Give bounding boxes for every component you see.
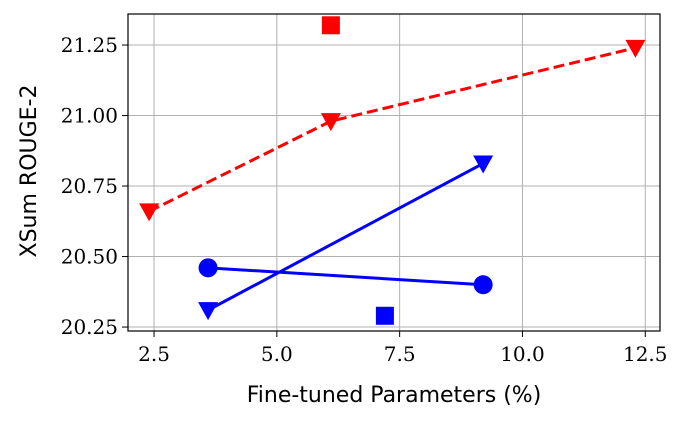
plot-frame [127,13,661,332]
x-tick-label: 7.5 [384,342,416,366]
marker [375,306,394,325]
marker [139,203,160,222]
series-line [148,46,636,213]
y-tick-label: 21.25 [61,33,118,57]
x-tick-label: 10.0 [500,342,545,366]
y-tick-label: 21.00 [61,104,118,128]
x-axis-label: Fine-tuned Parameters (%) [247,383,542,408]
x-tick-label: 2.5 [138,342,170,366]
y-tick-label: 20.25 [61,315,118,339]
y-axis-label: XSum ROUGE-2 [17,85,42,258]
series-line [207,266,484,287]
marker [198,258,218,278]
y-tick-label: 20.75 [61,174,118,198]
marker [198,302,219,321]
marker [320,113,341,132]
marker [473,275,493,295]
x-tick-label: 12.5 [623,342,668,366]
marker [473,155,494,174]
marker [321,16,340,35]
series-line [207,162,484,312]
y-tick-label: 20.50 [61,245,118,269]
x-tick-label: 5.0 [261,342,293,366]
marker [625,39,646,58]
